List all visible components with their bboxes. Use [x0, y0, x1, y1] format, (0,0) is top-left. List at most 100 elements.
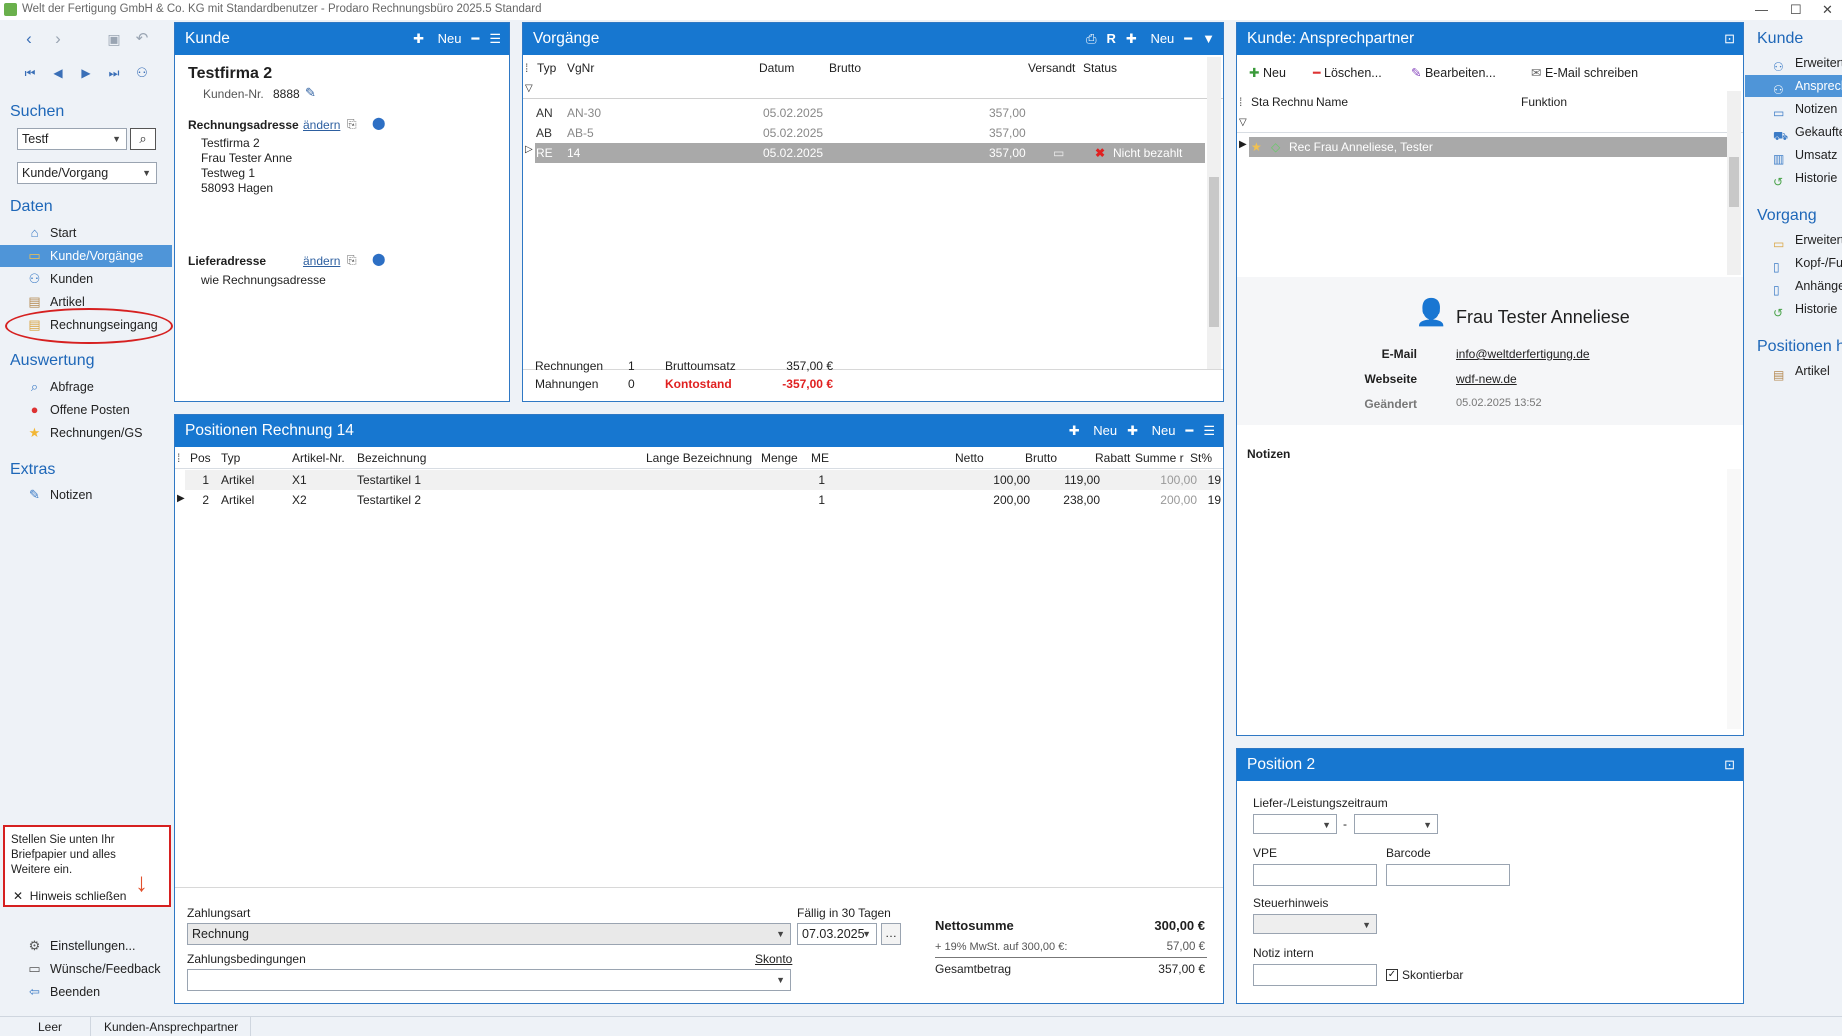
new-kunde-button[interactable]: ✚ Neu: [413, 31, 462, 46]
rb-notizen[interactable]: ▭ Notizen: [1745, 98, 1842, 120]
nav-abfrage[interactable]: ⌕ Abfrage: [0, 376, 172, 398]
col-lange-bezeichnung[interactable]: Lange Bezeichnung: [646, 451, 753, 465]
rb-gekaufte[interactable]: ⛟ Gekaufte: [1745, 121, 1842, 143]
rb-kopf-fuss[interactable]: ▯ Kopf-/Fu: [1745, 252, 1842, 274]
close-icon[interactable]: ✕: [1822, 2, 1833, 17]
notiz-input[interactable]: [1253, 964, 1377, 986]
notes-scrollbar[interactable]: [1727, 469, 1741, 729]
nav-feedback[interactable]: ▭ Wünsche/Feedback: [28, 961, 161, 977]
search-input[interactable]: Testf ▼: [17, 128, 127, 150]
col-artikelnr[interactable]: Artikel-Nr.: [292, 451, 345, 465]
barcode-input[interactable]: [1386, 864, 1510, 886]
steuerhinweis-select[interactable]: ▼: [1253, 914, 1377, 934]
menu-icon[interactable]: ☰: [489, 31, 501, 46]
user-search-icon[interactable]: ⚇: [136, 65, 148, 80]
table-row-selected[interactable]: RE 14 05.02.2025 357,00 ▭ ✖ Nicht bezahlt: [535, 143, 1205, 163]
minus-icon[interactable]: ━: [1185, 423, 1194, 438]
forward-icon[interactable]: ›: [55, 29, 61, 48]
table-row[interactable]: 1 Artikel X1 Testartikel 1 1 100,00 119,00 100,…: [185, 470, 1221, 490]
print-icon[interactable]: ⎙: [1086, 31, 1097, 46]
col-status[interactable]: Sta: [1251, 95, 1270, 109]
table-row[interactable]: AB AB-5 05.02.2025 357,00: [536, 126, 1026, 140]
search-icon[interactable]: ⌕: [130, 128, 156, 150]
rb-vorgang-historie[interactable]: ↺ Historie: [1745, 298, 1842, 320]
rb-ansprech[interactable]: ⚇Ansprech: [1745, 75, 1842, 97]
zeitraum-to[interactable]: ▼: [1354, 814, 1438, 834]
new-contact-button[interactable]: ✚ Neu: [1249, 66, 1286, 80]
edit-icon[interactable]: ✎: [305, 85, 316, 100]
collapse-panel-icon[interactable]: ⊡: [1724, 757, 1735, 772]
filter-icon[interactable]: ▽: [1239, 117, 1247, 128]
nav-artikel[interactable]: ▤ Artikel: [28, 294, 85, 310]
col-menge[interactable]: Menge: [761, 451, 798, 465]
bedingungen-select[interactable]: ▼: [187, 969, 791, 991]
column-chooser-icon[interactable]: ⁞: [1239, 95, 1243, 109]
new-vorgang-button[interactable]: ✚ Neu: [1125, 31, 1175, 46]
collapse-panel-icon[interactable]: ⊡: [1724, 31, 1735, 46]
col-bezeichnung[interactable]: Bezeichnung: [357, 451, 427, 465]
col-netto[interactable]: Netto: [955, 451, 984, 465]
expand-icon[interactable]: ▶: [1239, 139, 1247, 150]
nav-rechnungen-gs[interactable]: ★ Rechnungen/GS: [28, 425, 143, 441]
nav-einstellungen[interactable]: ⚙ Einstellungen...: [28, 938, 136, 954]
col-typ[interactable]: Typ: [221, 451, 241, 465]
col-status[interactable]: Status: [1083, 61, 1118, 75]
rb-erweitert[interactable]: ⚇ Erweitert: [1745, 52, 1842, 74]
rb-anhaenge[interactable]: ▯ Anhänge: [1745, 275, 1842, 297]
nav-kunde-vorgaenge[interactable]: ▭ Kunde/Vorgänge: [0, 245, 172, 267]
col-brutto[interactable]: Brutto: [1025, 451, 1058, 465]
delete-contact-button[interactable]: ━ Löschen...: [1313, 66, 1382, 80]
copy-icon[interactable]: ⎘: [347, 253, 357, 267]
skonto-link[interactable]: Skonto: [755, 952, 793, 966]
map-pin-icon[interactable]: ⬤: [372, 116, 386, 130]
nav-start[interactable]: ⌂ Start: [0, 222, 172, 244]
col-datum[interactable]: Datum: [759, 61, 795, 75]
new-subposition-button[interactable]: ✚ Neu: [1127, 423, 1176, 438]
date-picker-button[interactable]: …: [881, 923, 901, 945]
rb-vorgang-erweitert[interactable]: ▭ Erweitert: [1745, 229, 1842, 251]
col-pos[interactable]: Pos: [190, 451, 211, 465]
copy-icon[interactable]: ⎘: [347, 117, 357, 131]
rb-umsatz[interactable]: ▥ Umsatz: [1745, 144, 1842, 166]
map-pin-icon[interactable]: ⬤: [372, 252, 386, 266]
back-icon[interactable]: ‹: [26, 29, 32, 48]
faellig-date[interactable]: 07.03.2025 ▼: [797, 923, 877, 945]
email-contact-button[interactable]: ✉ E-Mail schreiben: [1531, 66, 1639, 80]
save-icon[interactable]: ▣: [107, 31, 121, 47]
new-position-button[interactable]: ✚ Neu: [1068, 423, 1118, 438]
col-rechnung[interactable]: Rechnu: [1272, 95, 1314, 109]
aendern-liefer-link[interactable]: ändern: [303, 254, 341, 268]
rb-artikel[interactable]: ▤ Artikel: [1745, 360, 1842, 382]
minus-icon[interactable]: ━: [471, 31, 480, 46]
col-typ[interactable]: Typ: [537, 61, 557, 75]
contact-row[interactable]: ★ ◇ Rec Frau Anneliese, Tester: [1249, 137, 1727, 157]
column-chooser-icon[interactable]: ⁞: [177, 451, 181, 465]
zeitraum-from[interactable]: ▼: [1253, 814, 1337, 834]
first-record-icon[interactable]: ⏮: [24, 66, 36, 80]
email-link[interactable]: info@weltderfertigung.de: [1456, 347, 1590, 361]
close-hint-button[interactable]: ✕ Hinweis schließen: [13, 889, 127, 903]
minimize-icon[interactable]: —: [1755, 2, 1768, 17]
col-me[interactable]: ME: [811, 451, 829, 465]
col-versandt[interactable]: Versandt: [1028, 61, 1076, 75]
prev-record-icon[interactable]: ◀: [53, 66, 63, 80]
undo-icon[interactable]: ↶: [135, 30, 149, 47]
col-vgnr[interactable]: VgNr: [567, 61, 595, 75]
aendern-rechnung-link[interactable]: ändern: [303, 118, 341, 132]
vertical-scrollbar[interactable]: [1207, 57, 1221, 369]
minus-icon[interactable]: ━: [1184, 31, 1193, 46]
col-steuer[interactable]: St%: [1190, 451, 1213, 465]
r-button[interactable]: R: [1106, 31, 1116, 46]
web-link[interactable]: wdf-new.de: [1456, 372, 1517, 386]
table-row[interactable]: 2 Artikel X2 Testartikel 2 1 200,00 238,00 200,…: [185, 490, 1221, 510]
last-record-icon[interactable]: ⏭: [108, 66, 120, 80]
col-summe[interactable]: Summe r: [1135, 451, 1184, 465]
filter-icon[interactable]: ▼: [1202, 31, 1215, 46]
nav-kunden[interactable]: ⚇ Kunden: [28, 271, 94, 287]
skontierbar-checkbox[interactable]: ✓: [1386, 969, 1398, 981]
next-record-icon[interactable]: ▶: [81, 66, 91, 80]
col-name[interactable]: Name: [1316, 95, 1349, 109]
edit-contact-button[interactable]: ✎ Bearbeiten...: [1411, 66, 1496, 80]
zahlungsart-select[interactable]: Rechnung ▼: [187, 923, 791, 945]
menu-icon[interactable]: ☰: [1203, 423, 1215, 438]
